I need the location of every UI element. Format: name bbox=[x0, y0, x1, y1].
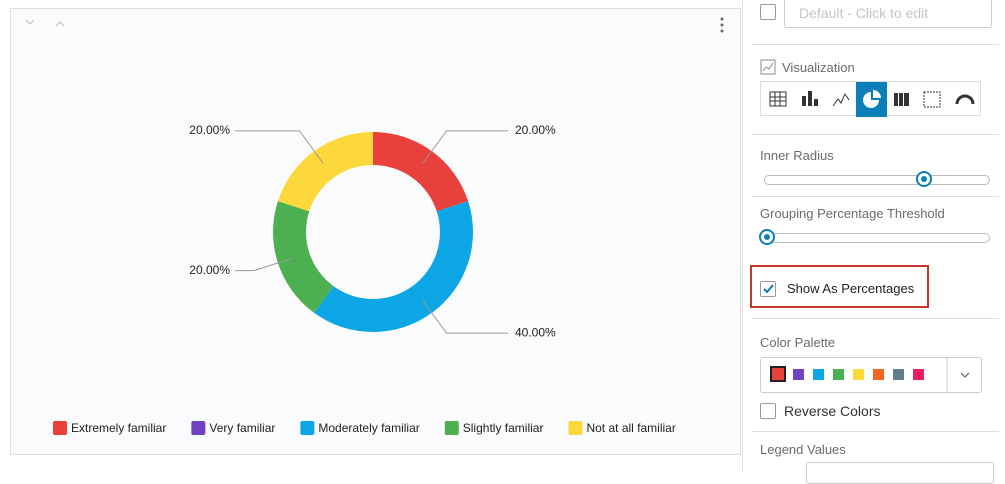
palette-select[interactable] bbox=[760, 357, 982, 393]
checkbox[interactable] bbox=[760, 4, 776, 20]
donut-slice bbox=[277, 132, 373, 212]
leader-line bbox=[235, 130, 324, 164]
legend-label: Not at all familiar bbox=[586, 421, 675, 435]
slider-track bbox=[764, 233, 990, 243]
separator bbox=[752, 431, 999, 432]
label: Grouping Percentage Threshold bbox=[760, 206, 945, 221]
checkbox[interactable] bbox=[760, 403, 776, 419]
donut-slice bbox=[272, 201, 334, 313]
slider-knob[interactable] bbox=[916, 171, 932, 187]
placeholder: Default - Click to edit bbox=[799, 5, 929, 21]
label: Show As Percentages bbox=[787, 281, 915, 296]
legend-swatch bbox=[191, 421, 206, 435]
legend-swatch bbox=[568, 421, 583, 435]
slider-knob[interactable] bbox=[759, 229, 775, 245]
label: Inner Radius bbox=[760, 148, 834, 163]
menu-icon[interactable] bbox=[720, 17, 724, 33]
expand-icon[interactable] bbox=[55, 21, 65, 27]
slider-track bbox=[764, 175, 990, 185]
grid-option[interactable] bbox=[923, 91, 941, 108]
bar-option[interactable] bbox=[802, 91, 818, 106]
donut-slice bbox=[314, 201, 473, 332]
chart-frame bbox=[10, 8, 741, 455]
legend-swatch bbox=[444, 421, 459, 435]
pie-option[interactable] bbox=[856, 82, 887, 117]
divider bbox=[742, 0, 743, 472]
legend-swatch bbox=[53, 421, 67, 435]
label: Color Palette bbox=[760, 335, 836, 350]
separator bbox=[752, 318, 999, 319]
separator bbox=[752, 134, 999, 135]
leader-line bbox=[422, 130, 508, 164]
legend-label: Slightly familiar bbox=[463, 421, 544, 435]
legend-label: Very familiar bbox=[209, 421, 275, 435]
legend-label: Extremely familiar bbox=[71, 421, 166, 435]
gauge-option[interactable] bbox=[955, 94, 975, 105]
chart: 20.00% 40.00% 20.00% 20.00% Extremely famili… bbox=[10, 8, 741, 455]
legend-select[interactable] bbox=[806, 462, 994, 484]
data-label: 40.00% bbox=[515, 325, 556, 339]
viz-picker bbox=[760, 81, 981, 117]
separator bbox=[752, 196, 999, 197]
data-label: 20.00% bbox=[189, 123, 230, 137]
donut-slice bbox=[373, 132, 469, 212]
checkbox-checked[interactable] bbox=[760, 281, 776, 297]
viz-icon bbox=[760, 59, 776, 75]
highlight-box bbox=[750, 265, 929, 308]
label: Visualization bbox=[782, 60, 855, 75]
leader-line bbox=[422, 300, 508, 334]
data-label: 20.00% bbox=[189, 263, 230, 277]
separator bbox=[752, 44, 999, 45]
legend-label: Moderately familiar bbox=[318, 421, 419, 435]
column-option[interactable] bbox=[894, 93, 909, 106]
text-field[interactable]: Default - Click to edit bbox=[784, 0, 992, 28]
leader-line bbox=[235, 257, 293, 272]
label: Reverse Colors bbox=[784, 403, 881, 419]
page: 20.00% 40.00% 20.00% 20.00% Extremely famili… bbox=[10, 0, 999, 484]
collapse-icon[interactable] bbox=[25, 19, 35, 25]
data-label: 20.00% bbox=[515, 123, 556, 137]
table-option[interactable] bbox=[769, 91, 787, 107]
legend-swatch bbox=[300, 421, 315, 435]
line-option[interactable] bbox=[832, 92, 850, 107]
label: Legend Values bbox=[760, 442, 846, 457]
